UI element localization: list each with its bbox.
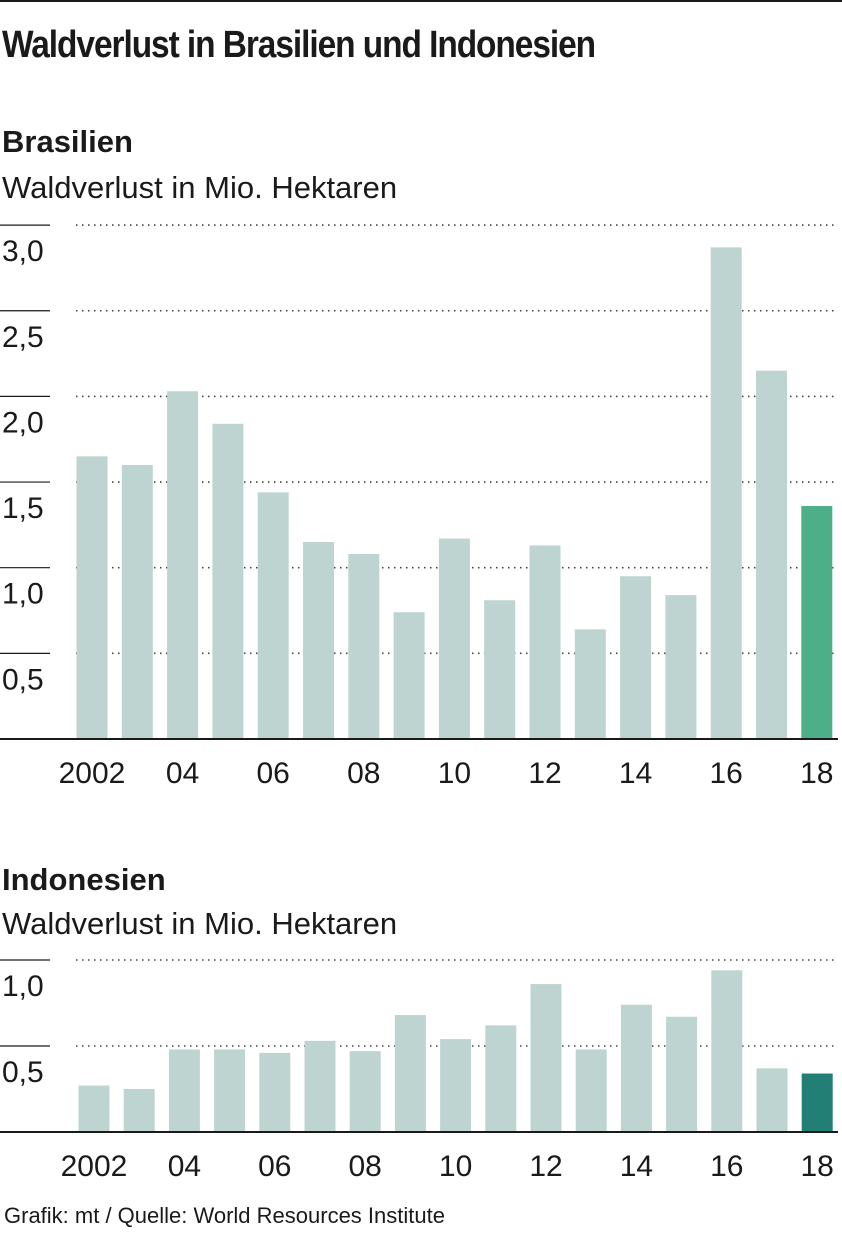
indonesia-xtick-label: 08	[349, 1150, 382, 1183]
indonesia-bar-2002	[78, 1085, 110, 1132]
indonesia-xtick-label: 10	[439, 1150, 472, 1183]
brazil-bar-2011	[484, 600, 516, 739]
brazil-ytick-label: 1,5	[2, 492, 44, 525]
indonesia-xtick-label: 06	[258, 1150, 291, 1183]
brazil-ytick-label: 2,0	[2, 406, 44, 439]
brazil-bar-2003	[121, 464, 153, 739]
brazil-xtick-label: 16	[710, 757, 743, 790]
indonesia-ytick-label: 0,5	[2, 1056, 44, 1089]
brazil-bar-2005	[212, 423, 244, 739]
indonesia-bar-chart: 0,5 1,0 2002 04 06 08 10 12 14 16 18	[0, 959, 838, 1183]
source-note: Grafik: mt / Quelle: World Resources Ins…	[4, 1203, 445, 1228]
indonesia-bar-2015	[666, 1016, 698, 1132]
indonesia-bar-2017	[756, 1068, 788, 1132]
brazil-bar-2018	[801, 506, 833, 739]
indonesia-bar-2004	[168, 1049, 200, 1132]
brazil-ytick-label: 1,0	[2, 578, 44, 611]
indonesia-bar-2007	[304, 1040, 336, 1132]
indonesia-bar-2013	[575, 1049, 607, 1132]
indonesia-xtick-label: 16	[710, 1150, 743, 1183]
indonesia-xtick-label: 14	[620, 1150, 653, 1183]
brazil-xtick-label: 08	[347, 757, 380, 790]
indonesia-bar-2010	[440, 1039, 472, 1132]
brazil-ytick-label: 2,5	[2, 321, 44, 354]
brazil-ytick-label: 0,5	[2, 663, 44, 696]
indonesia-bar-2014	[620, 1004, 652, 1132]
brazil-bar-2002	[76, 456, 108, 739]
indonesia-bar-2009	[394, 1015, 426, 1132]
brazil-bar-chart: 0,5 1,0 1,5 2,0 2,5 3,0 2002 04 06 08 10 12 14 16 18	[0, 224, 838, 790]
brazil-xtick-label: 10	[438, 757, 471, 790]
top-rule	[0, 0, 842, 2]
brazil-xtick-label: 18	[800, 757, 833, 790]
brazil-xtick-label: 14	[619, 757, 652, 790]
indonesia-bar-2008	[349, 1051, 381, 1132]
page-title: Waldverlust in Brasilien und Indonesien	[2, 24, 596, 66]
brazil-bar-2016	[710, 247, 742, 739]
indonesia-bar-2018	[801, 1073, 833, 1132]
indonesia-bar-2006	[259, 1052, 291, 1132]
brazil-bar-2012	[529, 545, 561, 739]
brazil-bar-2015	[665, 595, 697, 739]
indonesia-bar-2012	[530, 984, 562, 1132]
indonesia-xtick-label: 04	[168, 1150, 201, 1183]
indonesia-bar-2005	[214, 1049, 246, 1132]
indonesia-unit-label: Waldverlust in Mio. Hektaren	[2, 906, 398, 941]
indonesia-bar-2003	[123, 1089, 155, 1132]
indonesia-xtick-label: 18	[801, 1150, 834, 1183]
indonesia-bar-2016	[711, 970, 743, 1132]
brazil-xtick-label: 12	[528, 757, 561, 790]
brazil-xtick-label: 06	[257, 757, 290, 790]
brazil-subtitle: Brasilien	[2, 124, 133, 159]
brazil-bar-2004	[167, 391, 199, 739]
brazil-unit-label: Waldverlust in Mio. Hektaren	[2, 170, 398, 205]
brazil-bar-2017	[756, 370, 787, 739]
indonesia-bar-2011	[485, 1025, 517, 1132]
indonesia-subtitle: Indonesien	[2, 862, 166, 897]
brazil-bar-2010	[438, 538, 470, 739]
brazil-ytick-label: 3,0	[2, 235, 44, 268]
brazil-bar-2013	[574, 629, 606, 739]
brazil-xtick-label: 04	[166, 757, 199, 790]
brazil-bar-2007	[303, 542, 334, 739]
indonesia-ytick-label: 1,0	[2, 970, 44, 1003]
brazil-bar-2006	[257, 492, 289, 739]
indonesia-xtick-label: 12	[529, 1150, 562, 1183]
indonesia-xtick-label: 2002	[61, 1150, 128, 1183]
brazil-xtick-label: 2002	[59, 757, 126, 790]
brazil-bar-2014	[620, 576, 652, 739]
brazil-bar-2008	[348, 553, 380, 739]
brazil-bar-2009	[393, 612, 425, 739]
